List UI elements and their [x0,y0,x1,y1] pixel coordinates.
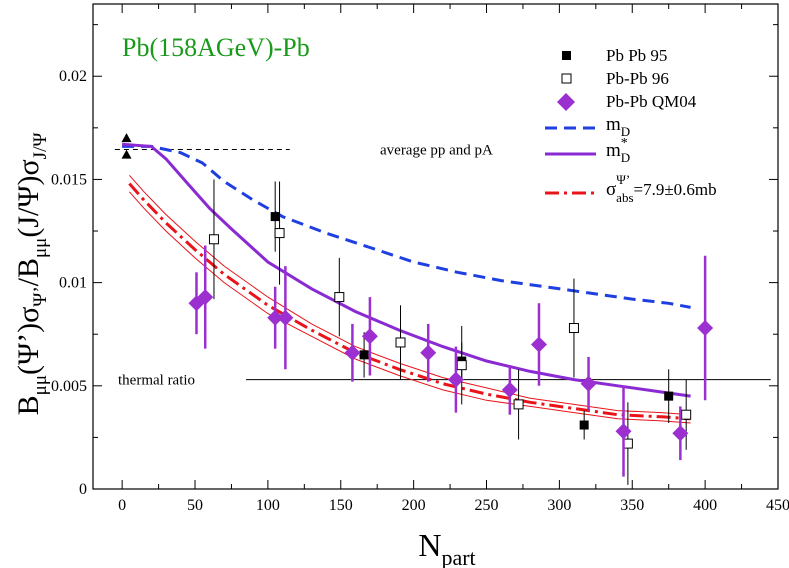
reference-label-average: average pp and pA [380,143,493,159]
legend-mdstar-main: m [606,140,621,161]
data-point-pbpb96 [681,409,692,420]
data-point-qm04 [267,309,284,326]
data-point-qm04 [697,320,714,337]
legend-mdstar-sub: D [621,150,630,165]
legend-sigma-tail: =7.9±0.6mb [634,180,717,199]
legend-marker-qm04 [557,93,575,111]
y-axis-label: Bμμ(Ψ’)σΨ’/Bμμ(J/Ψ)σJ/Ψ [12,133,51,416]
legend-mdstar-sup: * [621,136,628,151]
x-tick-label: 100 [256,497,280,514]
x-tick-label: 200 [402,497,426,514]
data-point-pbpb96 [568,323,579,334]
plot-area: average pp and pA thermal ratio [114,133,771,485]
data-point-pbpb95 [270,212,280,222]
data-point-qm04 [672,425,689,442]
data-point-qm04 [344,344,361,361]
data-point-qm04 [615,423,632,440]
y-axis-label-sub: μμ [30,238,51,258]
y-tick-label: 0.01 [59,275,87,292]
legend-sigma-sup: Ψ’ [616,172,630,187]
y-axis-label-part: B [12,395,45,415]
curve-m-d [122,144,691,309]
data-point-qm04 [447,371,464,388]
y-tick-label: 0.02 [59,68,87,85]
legend-sigma-main: σ [606,179,616,200]
y-tick-label: 0 [79,481,87,498]
y-tick-label: 0.005 [51,378,87,395]
x-tick-label: 0 [118,497,126,514]
y-tick-label: 0.015 [51,171,87,188]
data-point-pbpb96 [395,337,406,348]
x-tick-label: 450 [766,497,789,514]
legend-label-sigma: σΨ’ abs=7.9±0.6mb [606,172,717,205]
data-point-pbpb96 [208,234,219,245]
data-point-pp-pa [121,133,132,143]
x-tick-label: 250 [475,497,499,514]
axes: 0 50 100 150 200 250 300 350 400 450 0 0.005 0.01 0.0… [12,3,789,568]
x-axis-label: Npart [418,527,475,568]
y-axis-label-part: /B [12,258,45,286]
y-axis-label-sub: μμ [30,375,51,395]
data-point-pp-pa [121,149,132,159]
x-axis-label-main: N [418,527,441,563]
data-point-qm04 [361,328,378,345]
data-point-qm04 [277,309,294,326]
y-axis-label-sub: Ψ’ [30,286,51,306]
legend-label-pbpb95: Pb Pb 95 [606,46,667,65]
data-point-pbpb96 [334,292,345,303]
x-tick-label: 50 [187,497,203,514]
legend-sigma-sub: abs [616,190,633,205]
curve-band-lower [129,191,691,424]
x-tick-label: 150 [329,497,353,514]
legend-md-sub: D [621,124,630,139]
legend-label-md: mD [606,114,630,139]
x-tick-label: 350 [620,497,644,514]
plot-frame [92,3,779,490]
legend-marker-pbpb95 [562,51,571,60]
x-tick-label: 400 [693,497,717,514]
curve-sigma-abs [128,182,691,421]
legend-marker-pbpb96 [561,73,572,84]
data-point-pbpb95 [664,391,674,401]
x-axis-label-sub: part [441,545,475,568]
reference-label-thermal: thermal ratio [118,373,195,389]
data-point-qm04 [530,336,547,353]
y-axis-label-part: (Ψ’)σ [12,307,45,375]
legend-label-mdstar: m* D [606,136,630,165]
data-point-pbpb96 [456,360,467,371]
chart-title: Pb(158AGeV)-Pb [122,33,310,62]
data-point-pbpb95 [359,350,369,360]
data-point-pbpb95 [579,420,589,430]
y-axis-label-part: (J/Ψ)σ [12,159,45,237]
legend-label-pbpb96: Pb-Pb 96 [606,69,669,88]
x-tick-label: 300 [547,497,571,514]
data-point-qm04 [197,289,214,306]
data-point-qm04 [501,381,518,398]
data-point-pbpb96 [274,228,285,239]
data-point-qm04 [580,375,597,392]
data-point-pbpb96 [513,399,524,410]
legend-md-main: m [606,114,621,135]
legend-label-qm04: Pb-Pb QM04 [606,92,697,111]
data-point-qm04 [420,344,437,361]
y-axis-label-sub: J/Ψ [30,133,51,160]
curve-band-upper [129,174,691,416]
